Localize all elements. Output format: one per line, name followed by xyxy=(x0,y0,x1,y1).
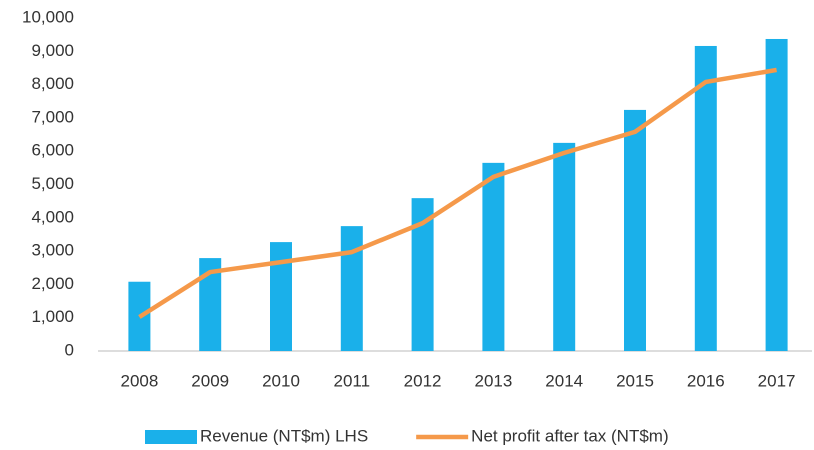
bar xyxy=(624,109,646,352)
x-tick-label: 2008 xyxy=(120,371,158,390)
x-tick-label: 2013 xyxy=(474,371,512,390)
bar xyxy=(340,226,363,351)
y-tick-label: 10,000 xyxy=(22,7,74,26)
y-tick-label: 3,000 xyxy=(31,241,74,260)
legend-swatch xyxy=(145,430,197,444)
y-tick-label: 0 xyxy=(65,340,74,359)
x-tick-label: 2010 xyxy=(262,371,300,390)
y-tick-label: 6,000 xyxy=(31,141,74,160)
bar xyxy=(482,162,505,351)
y-tick-label: 4,000 xyxy=(31,207,74,226)
y-tick-label: 2,000 xyxy=(31,274,74,293)
y-tick-label: 9,000 xyxy=(31,41,74,60)
bar xyxy=(199,258,222,351)
legend-label: Revenue (NT$m) LHS xyxy=(200,426,368,445)
y-tick-label: 5,000 xyxy=(31,174,74,193)
bar xyxy=(270,242,292,351)
y-tick-label: 8,000 xyxy=(31,74,74,93)
bar xyxy=(411,198,434,351)
bar xyxy=(765,38,788,351)
x-tick-label: 2012 xyxy=(404,371,442,390)
x-tick-label: 2015 xyxy=(616,371,654,390)
legend-label: Net profit after tax (NT$m) xyxy=(471,426,668,445)
x-tick-label: 2016 xyxy=(687,371,725,390)
line xyxy=(138,67,777,319)
y-tick-label: 7,000 xyxy=(31,107,74,126)
bar xyxy=(694,45,717,352)
y-tick-label: 1,000 xyxy=(31,307,74,326)
x-tick-label: 2014 xyxy=(545,371,583,390)
bar xyxy=(553,142,576,351)
x-tick-label: 2009 xyxy=(191,371,229,390)
x-tick-label: 2011 xyxy=(334,371,371,390)
x-tick-label: 2017 xyxy=(758,371,796,390)
